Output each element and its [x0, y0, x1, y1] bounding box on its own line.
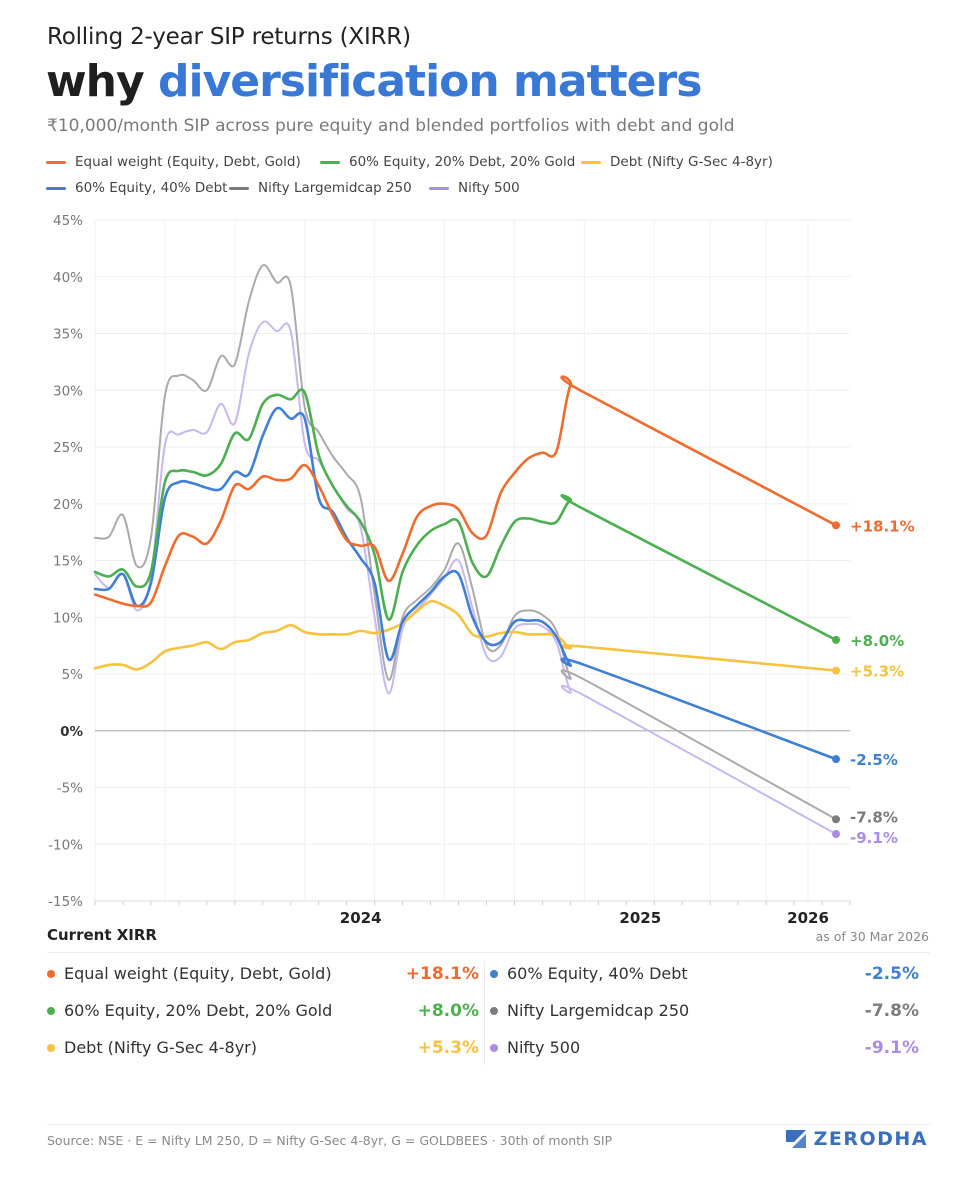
series-dot: [47, 1043, 55, 1052]
end-point-dot: [832, 666, 841, 675]
legend-item-nifty500: Nifty 500: [429, 180, 520, 196]
headline: why diversification matters: [46, 56, 702, 107]
legend-item-60-20-20: 60% Equity, 20% Debt, 20% Gold: [320, 154, 575, 170]
y-tick-label: 10%: [53, 610, 83, 626]
legend-swatch: [46, 160, 66, 164]
end-point-dot: [832, 755, 841, 764]
xirr-row-60-20-20: 60% Equity, 20% Debt, 20% Gold +8.0%: [47, 992, 479, 1029]
xirr-name: Equal weight (Equity, Debt, Gold): [64, 964, 332, 983]
end-value-label: -7.8%: [850, 808, 898, 826]
series-line-equal-weight: [93, 375, 838, 608]
legend-item-equal-weight: Equal weight (Equity, Debt, Gold): [46, 154, 301, 170]
series-line-60-20-20: [93, 388, 838, 642]
xirr-value: +8.0%: [417, 1000, 479, 1021]
series-line-largemidcap: [94, 264, 838, 821]
legend-item-largemidcap: Nifty Largemidcap 250: [229, 180, 412, 196]
legend-item-debt: Debt (Nifty G-Sec 4-8yr): [581, 154, 773, 170]
column-divider: [484, 961, 485, 1065]
xirr-value: -2.5%: [864, 963, 919, 984]
xirr-name: Nifty Largemidcap 250: [507, 1001, 690, 1020]
headline-accent: diversification matters: [157, 56, 702, 107]
series-line-60-40: [93, 406, 838, 761]
xirr-row-debt: Debt (Nifty G-Sec 4-8yr) +5.3%: [47, 1029, 479, 1066]
legend-label: 60% Equity, 40% Debt: [75, 180, 228, 196]
legend-label: Equal weight (Equity, Debt, Gold): [75, 154, 301, 170]
source-note: Source: NSE · E = Nifty LM 250, D = Nift…: [47, 1133, 613, 1148]
y-tick-label: 15%: [53, 554, 83, 570]
xirr-name: 60% Equity, 40% Debt: [507, 964, 688, 983]
legend-label: Nifty 500: [458, 180, 520, 196]
xirr-table: Equal weight (Equity, Debt, Gold) +18.1%…: [47, 952, 930, 1071]
end-value-label: +8.0%: [850, 632, 904, 650]
end-value-label: -9.1%: [850, 829, 898, 847]
subtitle: ₹10,000/month SIP across pure equity and…: [47, 116, 735, 136]
legend-swatch: [320, 160, 340, 164]
logo-text: ZERODHA: [813, 1128, 928, 1150]
footer-divider: [47, 1124, 930, 1125]
pre-title: Rolling 2-year SIP returns (XIRR): [47, 24, 411, 50]
legend-swatch: [429, 186, 449, 190]
series-line-debt: [93, 599, 838, 672]
current-xirr-title: Current XIRR: [47, 926, 157, 944]
y-tick-label: 20%: [53, 497, 83, 513]
xirr-row-equal-weight: Equal weight (Equity, Debt, Gold) +18.1%: [47, 955, 479, 992]
x-tick-label: 2024: [340, 909, 382, 927]
xirr-name: Debt (Nifty G-Sec 4-8yr): [64, 1038, 257, 1057]
xirr-name: 60% Equity, 20% Debt, 20% Gold: [64, 1001, 333, 1020]
y-tick-label: 30%: [53, 383, 83, 399]
y-tick-label: 25%: [53, 440, 83, 456]
xirr-row-nifty500: Nifty 500 -9.1%: [490, 1029, 919, 1066]
xirr-value: +5.3%: [417, 1037, 479, 1058]
end-point-dot: [832, 830, 841, 839]
legend-swatch: [581, 160, 601, 164]
y-tick-label: 40%: [53, 270, 83, 286]
end-point-dot: [832, 521, 841, 530]
xirr-name: Nifty 500: [507, 1038, 581, 1057]
xirr-value: +18.1%: [405, 963, 479, 984]
as-of-date: as of 30 Mar 2026: [815, 929, 929, 944]
xirr-value: -7.8%: [864, 1000, 919, 1021]
y-tick-label: -15%: [48, 894, 83, 910]
line-chart: 45% 40% 35% 30% 25% 20% 15% 10% 5% 0% -5% -10% -15% 2…: [48, 213, 915, 927]
headline-dark: why: [46, 56, 145, 107]
legend-label: Debt (Nifty G-Sec 4-8yr): [610, 154, 773, 170]
series-dot: [47, 969, 55, 978]
y-tick-label: 0%: [60, 724, 83, 740]
series-dot: [490, 1006, 498, 1015]
end-value-label: +18.1%: [850, 517, 915, 535]
end-value-label: +5.3%: [850, 663, 904, 681]
end-point-dot: [832, 815, 841, 824]
legend-swatch: [46, 186, 66, 190]
legend-label: 60% Equity, 20% Debt, 20% Gold: [349, 154, 576, 170]
legend-label: Nifty Largemidcap 250: [258, 180, 412, 196]
y-tick-label: -5%: [57, 781, 83, 797]
end-value-label: -2.5%: [850, 751, 898, 769]
y-tick-label: 5%: [62, 667, 84, 683]
series-dot: [490, 969, 498, 978]
xirr-row-largemidcap: Nifty Largemidcap 250 -7.8%: [490, 992, 919, 1029]
legend-swatch: [229, 186, 249, 190]
xirr-value: -9.1%: [864, 1037, 919, 1058]
y-tick-label: 35%: [53, 327, 83, 343]
series-dot: [47, 1006, 55, 1015]
x-tick-label: 2025: [619, 909, 661, 927]
legend-item-60-40: 60% Equity, 40% Debt: [46, 180, 227, 196]
zerodha-logo: ZERODHA: [785, 1128, 928, 1150]
xirr-row-60-40: 60% Equity, 40% Debt -2.5%: [490, 955, 919, 992]
zerodha-logo-icon: [785, 1130, 806, 1148]
y-tick-label: 45%: [53, 213, 83, 229]
end-point-dot: [832, 635, 841, 644]
series-dot: [490, 1043, 498, 1052]
y-tick-label: -10%: [48, 837, 83, 853]
x-tick-label: 2026: [787, 909, 829, 927]
